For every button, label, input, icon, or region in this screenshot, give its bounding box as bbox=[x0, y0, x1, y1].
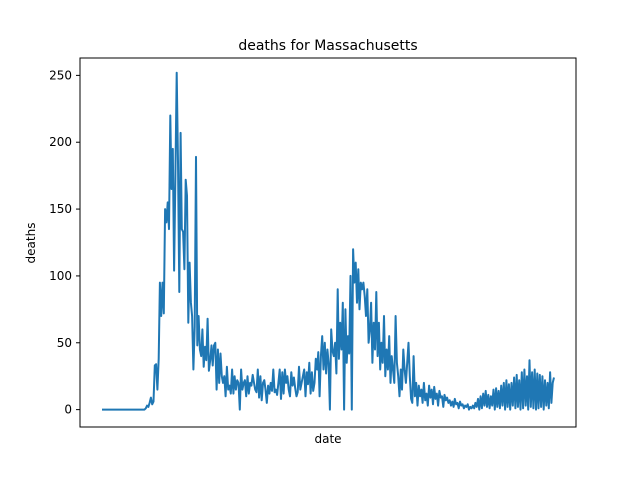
plot-area bbox=[102, 71, 555, 411]
y-tick-label: 0 bbox=[64, 403, 72, 417]
chart-title: deaths for Massachusetts bbox=[238, 38, 417, 54]
y-tick-label: 50 bbox=[57, 336, 72, 350]
deaths-series-line bbox=[102, 71, 555, 411]
y-tick-label: 100 bbox=[49, 269, 72, 283]
x-axis-label: date bbox=[314, 432, 341, 446]
y-tick-label: 250 bbox=[49, 68, 72, 82]
y-axis-label: deaths bbox=[24, 223, 38, 264]
axes-frame bbox=[79, 57, 577, 428]
y-axis-ticks: 0 50 100 150 200 250 bbox=[49, 68, 80, 417]
y-tick-label: 200 bbox=[49, 135, 72, 149]
y-tick-label: 150 bbox=[49, 202, 72, 216]
